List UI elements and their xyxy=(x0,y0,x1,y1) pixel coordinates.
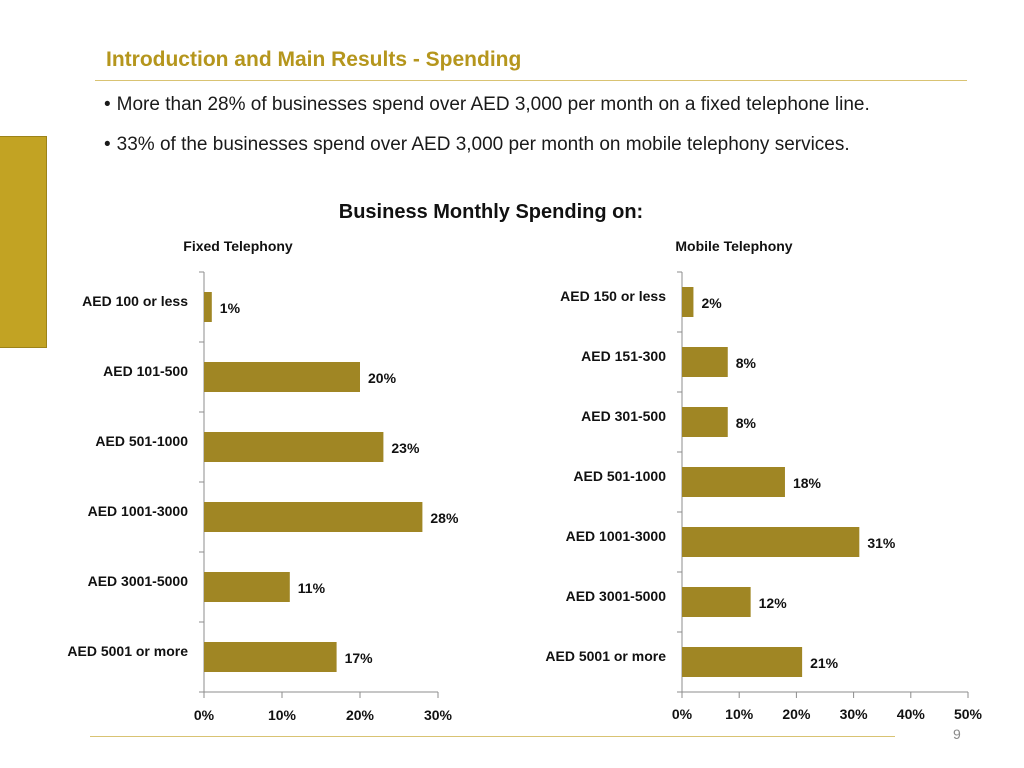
data-label: 18% xyxy=(793,475,822,491)
data-label: 11% xyxy=(298,580,326,596)
x-tick-label: 0% xyxy=(672,706,693,722)
bar xyxy=(682,587,751,617)
category-label: AED 150 or less xyxy=(560,288,666,304)
category-label: AED 101-500 xyxy=(103,363,188,379)
bar xyxy=(682,647,803,677)
x-tick-label: 30% xyxy=(424,707,453,723)
category-label: AED 3001-5000 xyxy=(566,588,667,604)
page-number: 9 xyxy=(953,726,961,742)
category-label: AED 501-1000 xyxy=(573,468,666,484)
bar xyxy=(682,527,860,557)
x-tick-label: 50% xyxy=(954,706,983,722)
bar xyxy=(682,347,728,377)
data-label: 21% xyxy=(810,655,839,671)
category-label: AED 1001-3000 xyxy=(566,528,667,544)
category-label: AED 301-500 xyxy=(581,408,666,424)
footer-divider xyxy=(90,736,895,737)
chart-title: Mobile Telephony xyxy=(675,238,792,254)
bar xyxy=(204,432,384,462)
bar xyxy=(682,287,694,317)
bar xyxy=(204,362,360,392)
bar xyxy=(682,407,728,437)
category-label: AED 100 or less xyxy=(82,293,188,309)
category-label: AED 151-300 xyxy=(581,348,666,364)
data-label: 8% xyxy=(736,415,757,431)
data-label: 31% xyxy=(867,535,896,551)
data-label: 1% xyxy=(220,300,241,316)
category-label: AED 1001-3000 xyxy=(88,503,189,519)
x-tick-label: 0% xyxy=(194,707,215,723)
bullet-item: • 33% of the businesses spend over AED 3,… xyxy=(104,134,850,156)
bar xyxy=(682,467,785,497)
data-label: 23% xyxy=(391,440,420,456)
x-tick-label: 10% xyxy=(725,706,754,722)
title-divider xyxy=(95,80,967,81)
bullet-icon: • xyxy=(104,94,111,115)
bar xyxy=(204,572,290,602)
x-tick-label: 10% xyxy=(268,707,297,723)
bar xyxy=(204,642,337,672)
slide-title: Introduction and Main Results - Spending xyxy=(106,48,522,71)
x-tick-label: 30% xyxy=(840,706,869,722)
bullet-icon: • xyxy=(104,134,111,155)
data-label: 8% xyxy=(736,355,757,371)
bar xyxy=(204,502,423,532)
data-label: 2% xyxy=(701,295,722,311)
category-label: AED 5001 or more xyxy=(67,643,188,659)
x-tick-label: 20% xyxy=(346,707,375,723)
bullet-text: 33% of the businesses spend over AED 3,0… xyxy=(116,134,850,155)
x-tick-label: 20% xyxy=(782,706,811,722)
bullet-text: More than 28% of businesses spend over A… xyxy=(116,94,870,115)
category-label: AED 3001-5000 xyxy=(88,573,189,589)
category-label: AED 5001 or more xyxy=(545,648,666,664)
data-label: 12% xyxy=(759,595,788,611)
category-label: AED 501-1000 xyxy=(95,433,188,449)
data-label: 17% xyxy=(345,650,374,666)
figure-title: Business Monthly Spending on: xyxy=(339,201,643,223)
bullet-item: • More than 28% of businesses spend over … xyxy=(104,94,870,116)
bar xyxy=(204,292,212,322)
data-label: 20% xyxy=(368,370,397,386)
x-tick-label: 40% xyxy=(897,706,926,722)
chart-title: Fixed Telephony xyxy=(183,238,293,254)
side-accent-bar xyxy=(0,136,47,348)
data-label: 28% xyxy=(430,510,459,526)
